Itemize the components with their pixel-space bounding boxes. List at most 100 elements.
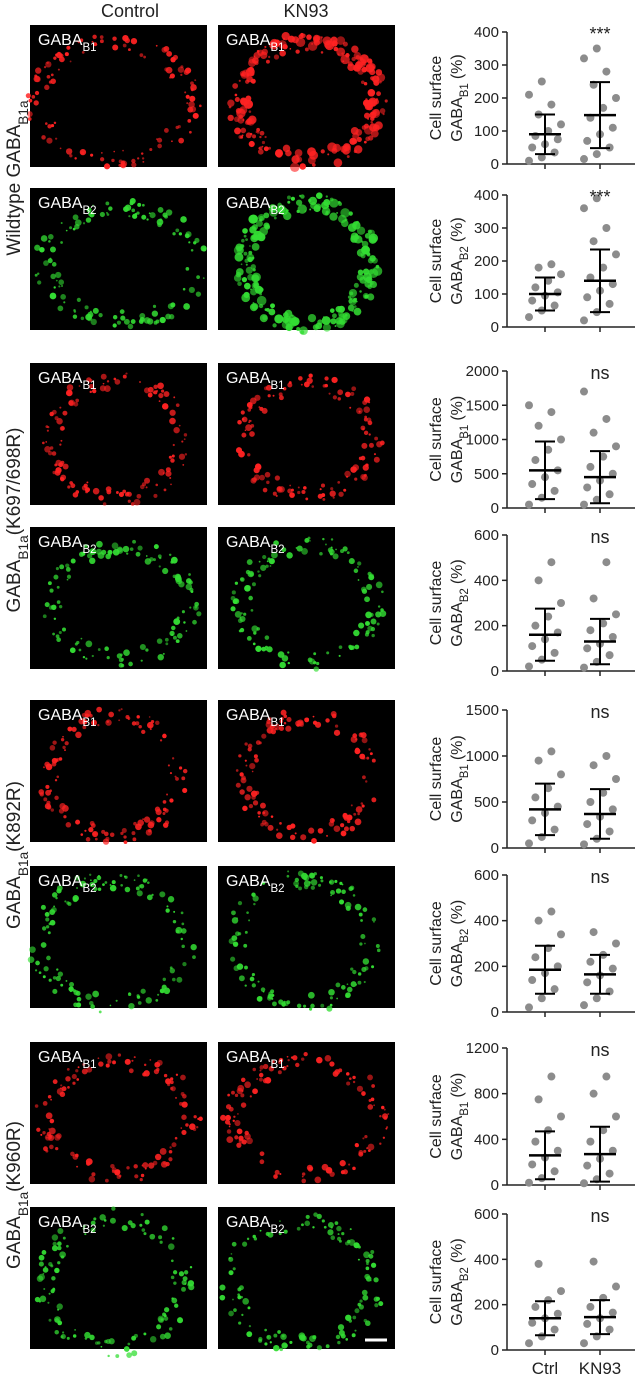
punctum <box>359 1299 363 1303</box>
panel-label-part: GABA <box>38 195 83 212</box>
punctum <box>321 316 331 325</box>
punctum <box>140 484 145 490</box>
punctum <box>244 930 248 934</box>
punctum <box>304 1220 311 1227</box>
punctum <box>290 162 300 172</box>
data-point <box>586 1137 595 1146</box>
punctum <box>263 146 269 152</box>
punctum <box>79 880 87 888</box>
significance: ns <box>590 1206 609 1226</box>
data-point <box>580 500 588 509</box>
punctum <box>51 1245 58 1252</box>
data-point <box>528 816 537 825</box>
punctum <box>350 235 358 243</box>
punctum <box>57 1241 62 1247</box>
punctum <box>251 272 261 282</box>
punctum <box>129 201 134 206</box>
punctum <box>63 301 66 304</box>
punctum <box>352 969 357 975</box>
punctum <box>355 1143 359 1147</box>
data-point <box>550 825 559 834</box>
punctum <box>122 43 127 48</box>
data-point <box>544 784 553 793</box>
punctum <box>47 1095 52 1099</box>
data-point <box>608 1308 617 1317</box>
punctum <box>226 1129 232 1134</box>
y-tick-label: 500 <box>474 466 499 483</box>
punctum <box>71 726 77 732</box>
punctum <box>366 583 373 590</box>
y-axis-label: GABAB1(%) <box>449 1073 471 1160</box>
significance: ns <box>590 527 609 547</box>
punctum <box>265 721 273 729</box>
punctum <box>109 832 115 838</box>
punctum <box>260 822 265 827</box>
punctum <box>102 883 105 887</box>
punctum <box>369 111 376 119</box>
punctum <box>140 659 143 662</box>
punctum <box>128 48 131 52</box>
punctum <box>80 637 83 640</box>
punctum <box>65 822 72 828</box>
punctum <box>303 880 311 887</box>
punctum <box>356 248 365 257</box>
punctum <box>175 929 180 934</box>
punctum <box>69 226 73 230</box>
punctum <box>164 637 169 642</box>
punctum <box>300 194 305 199</box>
punctum <box>289 492 295 498</box>
punctum <box>158 392 164 399</box>
data-point <box>525 156 533 165</box>
data-point <box>534 421 543 430</box>
punctum <box>57 1261 61 1265</box>
punctum <box>360 425 366 431</box>
punctum <box>51 451 57 456</box>
punctum <box>265 59 270 64</box>
punctum <box>65 563 70 568</box>
punctum <box>304 717 310 723</box>
punctum <box>177 66 185 73</box>
punctum <box>237 1287 242 1292</box>
punctum <box>241 238 245 243</box>
punctum <box>330 1235 336 1240</box>
punctum <box>319 551 323 556</box>
punctum <box>335 317 343 325</box>
punctum <box>65 389 73 397</box>
punctum <box>133 1164 138 1169</box>
punctum <box>131 162 137 168</box>
punctum <box>279 49 286 57</box>
punctum <box>54 469 61 476</box>
punctum <box>50 808 55 812</box>
punctum <box>181 1279 187 1286</box>
punctum <box>367 293 375 301</box>
punctum <box>178 1271 185 1277</box>
punctum <box>66 1068 70 1071</box>
punctum <box>324 376 329 381</box>
punctum <box>273 1333 278 1338</box>
punctum <box>48 1127 56 1135</box>
row-group-label-part: B1a <box>16 1191 31 1216</box>
punctum <box>139 53 144 58</box>
punctum <box>337 480 341 484</box>
punctum <box>251 795 256 800</box>
punctum <box>248 110 252 113</box>
punctum <box>53 286 56 289</box>
punctum <box>132 213 138 219</box>
punctum <box>317 319 323 325</box>
data-point <box>557 1287 565 1296</box>
data-point <box>605 1169 614 1178</box>
punctum <box>99 35 104 39</box>
punctum <box>180 937 183 941</box>
punctum <box>234 96 240 103</box>
punctum <box>381 590 384 594</box>
punctum <box>358 622 365 629</box>
data-point <box>553 962 562 971</box>
punctum <box>172 232 176 236</box>
punctum <box>170 458 175 463</box>
punctum <box>362 1137 365 1140</box>
punctum <box>246 911 249 914</box>
punctum <box>352 1080 356 1084</box>
punctum <box>56 600 61 604</box>
punctum <box>227 114 234 122</box>
punctum <box>47 931 51 935</box>
